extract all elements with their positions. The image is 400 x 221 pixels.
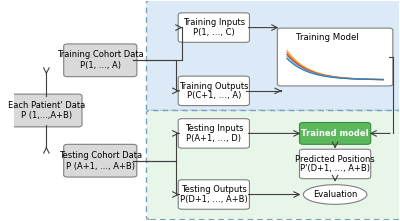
Text: Evaluation: Evaluation	[313, 190, 357, 199]
FancyBboxPatch shape	[277, 28, 393, 86]
Text: Testing Inputs: Testing Inputs	[184, 124, 243, 133]
Text: P(C+1, …, A): P(C+1, …, A)	[187, 91, 241, 100]
Text: Testing Cohort Data: Testing Cohort Data	[59, 151, 142, 160]
Text: Training Cohort Data: Training Cohort Data	[57, 50, 144, 59]
Text: P(1, …, C): P(1, …, C)	[193, 28, 235, 37]
Text: P(D+1, …, A+B): P(D+1, …, A+B)	[180, 195, 248, 204]
FancyBboxPatch shape	[178, 180, 250, 209]
Text: Training Model: Training Model	[296, 33, 359, 42]
Text: P(1, ..., A): P(1, ..., A)	[80, 61, 121, 70]
Text: Predicted Positions: Predicted Positions	[295, 155, 375, 164]
FancyBboxPatch shape	[64, 44, 137, 77]
FancyBboxPatch shape	[178, 119, 250, 148]
Text: P (A+1, ..., A+B): P (A+1, ..., A+B)	[66, 162, 135, 171]
Text: Trained model: Trained model	[301, 129, 369, 138]
FancyBboxPatch shape	[300, 122, 371, 144]
Text: P (1,...,A+B): P (1,...,A+B)	[21, 111, 72, 120]
Ellipse shape	[303, 185, 367, 204]
FancyBboxPatch shape	[178, 13, 250, 42]
Text: Training Outputs: Training Outputs	[179, 82, 248, 91]
FancyBboxPatch shape	[300, 149, 371, 179]
FancyBboxPatch shape	[178, 76, 250, 106]
FancyBboxPatch shape	[146, 0, 400, 110]
Text: Testing Outputs: Testing Outputs	[181, 185, 247, 194]
FancyBboxPatch shape	[64, 144, 137, 177]
Text: P(A+1, …, D): P(A+1, …, D)	[186, 134, 241, 143]
Text: Training Inputs: Training Inputs	[183, 18, 245, 27]
Text: P'(D+1, …, A+B): P'(D+1, …, A+B)	[300, 164, 370, 173]
Text: Each Patient' Data: Each Patient' Data	[8, 101, 85, 110]
FancyBboxPatch shape	[11, 94, 82, 127]
FancyBboxPatch shape	[146, 110, 400, 220]
